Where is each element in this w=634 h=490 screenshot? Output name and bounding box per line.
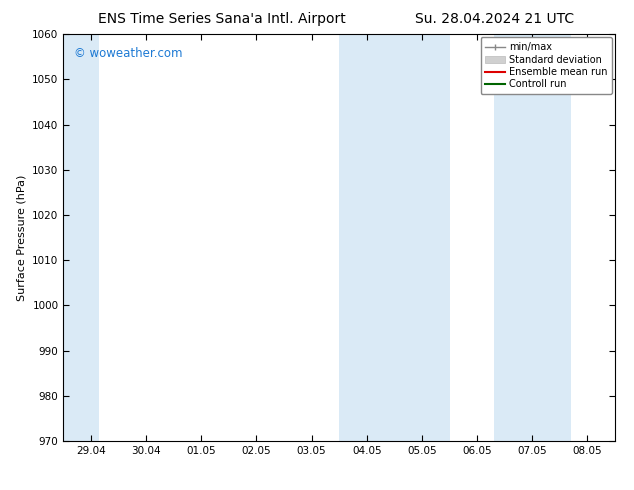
Text: ENS Time Series Sana'a Intl. Airport: ENS Time Series Sana'a Intl. Airport <box>98 12 346 26</box>
Bar <box>494 34 571 441</box>
Legend: min/max, Standard deviation, Ensemble mean run, Controll run: min/max, Standard deviation, Ensemble me… <box>481 37 612 94</box>
Bar <box>339 34 450 441</box>
Bar <box>63 34 100 441</box>
Text: © woweather.com: © woweather.com <box>74 47 183 59</box>
Text: Su. 28.04.2024 21 UTC: Su. 28.04.2024 21 UTC <box>415 12 574 26</box>
Y-axis label: Surface Pressure (hPa): Surface Pressure (hPa) <box>16 174 27 301</box>
